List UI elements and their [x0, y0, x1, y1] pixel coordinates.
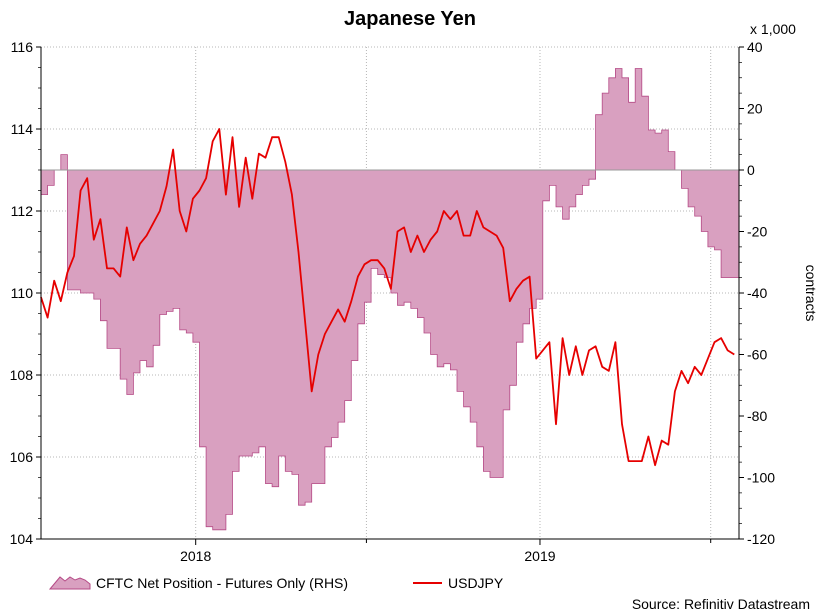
- x-tick-label: 2019: [524, 548, 555, 564]
- left-tick-label: 108: [10, 367, 34, 383]
- left-tick-label: 112: [11, 203, 34, 219]
- right-tick-label: -40: [747, 285, 767, 301]
- left-axis-ticks: 116 114 112 110 108 106 104: [10, 39, 41, 547]
- legend-area-label: CFTC Net Position - Futures Only (RHS): [96, 575, 348, 591]
- left-tick-label: 106: [10, 449, 34, 465]
- right-tick-label: -80: [747, 408, 767, 424]
- legend: CFTC Net Position - Futures Only (RHS) U…: [48, 575, 504, 591]
- right-tick-label: 0: [747, 162, 755, 178]
- chart-title: Japanese Yen: [344, 8, 476, 30]
- line-series: [40, 128, 735, 467]
- left-tick-label: 116: [11, 39, 34, 55]
- x-tick-label: 2018: [180, 548, 211, 564]
- source-note: Source: Refinitiv Datastream: [632, 596, 810, 612]
- right-tick-label: 40: [747, 39, 763, 55]
- left-tick-label: 110: [11, 285, 34, 301]
- left-tick-label: 114: [11, 121, 34, 137]
- right-tick-label: -100: [747, 470, 775, 486]
- right-tick-label: 20: [747, 101, 763, 117]
- right-tick-label: -120: [747, 531, 775, 547]
- usdjpy-line: [40, 128, 735, 467]
- right-axis-unit-label: x 1,000: [750, 21, 796, 37]
- right-axis-title: contracts: [803, 265, 819, 322]
- area-edge: [41, 68, 739, 531]
- area-series: [41, 68, 739, 531]
- right-tick-label: -20: [747, 224, 767, 240]
- right-axis-ticks: 40 20 0 -20 -40 -60 -80 -100 -120: [739, 39, 775, 547]
- left-tick-label: 104: [10, 531, 34, 547]
- legend-area-swatch: [48, 576, 91, 590]
- legend-line-label: USDJPY: [448, 575, 504, 591]
- x-axis-ticks: 2018 2019: [180, 539, 712, 564]
- area-fill: [41, 68, 739, 530]
- right-tick-label: -60: [747, 347, 767, 363]
